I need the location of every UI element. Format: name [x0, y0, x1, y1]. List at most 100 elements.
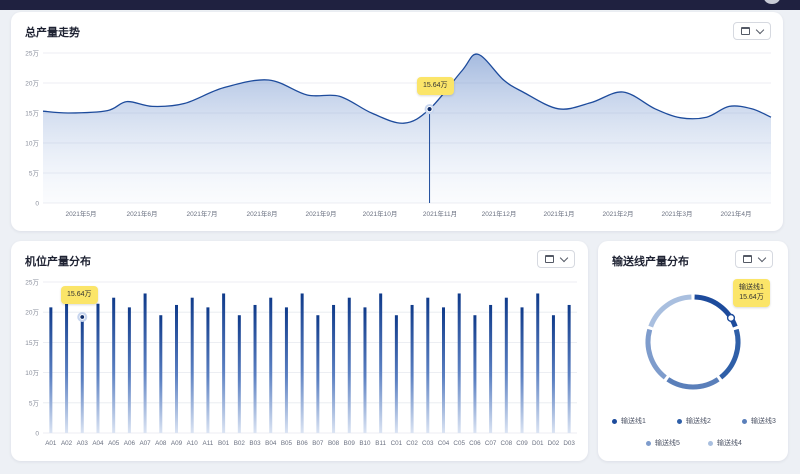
bar[interactable] [65, 301, 69, 433]
donut-slice[interactable] [719, 328, 741, 380]
y-tick-label: 5万 [29, 170, 40, 178]
bar[interactable] [551, 315, 555, 433]
bar[interactable] [49, 307, 53, 433]
bar[interactable] [284, 307, 288, 433]
bar[interactable] [394, 315, 398, 433]
bar[interactable] [473, 315, 477, 433]
legend-item[interactable]: 输送线2 [677, 416, 711, 426]
bar[interactable] [175, 304, 178, 433]
bar[interactable] [143, 293, 147, 433]
y-tick-label: 0 [35, 201, 39, 208]
legend-dot [708, 440, 713, 446]
line-tooltip: 输送线1 15.64万 [733, 279, 770, 307]
bar[interactable] [426, 297, 430, 433]
station-card-title: 机位产量分布 [25, 256, 91, 268]
x-tick-label: 2021年12月 [482, 209, 517, 218]
x-tick-label: A04 [92, 440, 104, 447]
x-tick-label: B07 [312, 440, 324, 447]
bar[interactable] [127, 307, 131, 433]
bar[interactable] [159, 315, 163, 433]
bar[interactable] [567, 304, 571, 433]
bar[interactable] [96, 303, 100, 433]
y-tick-label: 15万 [25, 110, 39, 118]
legend-item[interactable]: 输送线4 [708, 438, 742, 448]
station-date-picker[interactable] [537, 250, 575, 268]
bar-highlight-point[interactable] [79, 314, 86, 320]
bar[interactable] [300, 293, 304, 433]
x-tick-label: A09 [171, 440, 183, 447]
x-tick-label: 2021年5月 [65, 209, 96, 218]
x-tick-label: B03 [249, 440, 261, 447]
trend-card: 总产量走势 0 5万 10万 15万 20万 25万 2021年5月 2021年6月 2021年… [11, 12, 783, 231]
legend-item[interactable]: 输送线3 [742, 416, 776, 426]
x-tick-label: D03 [563, 440, 575, 447]
legend-dot [742, 418, 747, 424]
legend-label: 输送线4 [717, 440, 742, 447]
x-tick-label: C02 [406, 440, 418, 447]
y-tick-label: 20万 [25, 309, 39, 317]
bar[interactable] [332, 304, 336, 433]
x-tick-label: A03 [77, 440, 89, 447]
x-tick-label: 2021年1月 [543, 209, 574, 218]
line-date-picker[interactable] [735, 250, 773, 268]
donut-slice[interactable] [694, 294, 738, 328]
trend-highlight-point[interactable] [426, 106, 433, 113]
avatar[interactable] [764, 0, 780, 4]
legend-item[interactable]: 输送线1 [612, 416, 646, 426]
x-tick-label: 2021年2月 [602, 209, 633, 218]
y-tick-label: 25万 [25, 50, 39, 58]
x-tick-label: 2021年10月 [363, 209, 398, 218]
bar[interactable] [489, 304, 493, 433]
bar[interactable] [237, 315, 241, 433]
bar[interactable] [112, 297, 116, 433]
bar[interactable] [457, 293, 461, 433]
bar[interactable] [253, 304, 257, 433]
x-tick-label: B11 [375, 440, 386, 447]
donut-highlight-point[interactable] [726, 313, 736, 322]
x-tick-label: C01 [391, 440, 403, 447]
bar[interactable] [347, 297, 351, 433]
x-tick-label: C08 [501, 440, 513, 447]
y-tick-label: 10万 [25, 369, 39, 377]
calendar-icon [740, 27, 750, 35]
x-tick-label: D01 [532, 440, 544, 447]
bar[interactable] [222, 293, 226, 433]
legend-item[interactable]: 输送线5 [646, 438, 680, 448]
bar[interactable] [536, 293, 540, 433]
bar[interactable] [269, 297, 273, 433]
x-tick-label: 2021年3月 [661, 209, 692, 218]
legend-label: 输送线5 [655, 440, 680, 447]
line-tooltip-value: 15.64万 [739, 294, 764, 301]
legend-dot [646, 440, 651, 446]
station-chart: 0 5万 10万 15万 20万 25万 A01 A02 A03 A04 A05 A06 A07 A08 A… [25, 279, 577, 447]
x-tick-label: A11 [203, 440, 214, 447]
x-tick-label: A10 [187, 440, 199, 447]
bar[interactable] [80, 315, 84, 433]
donut-slice[interactable] [645, 328, 667, 380]
trend-card-title: 总产量走势 [25, 27, 80, 39]
bar[interactable] [520, 307, 524, 433]
y-tick-label: 10万 [25, 140, 39, 148]
donut-slice[interactable] [648, 294, 692, 328]
x-tick-label: 2021年11月 [423, 209, 457, 218]
bar[interactable] [316, 315, 320, 433]
x-tick-label: B06 [297, 440, 309, 447]
trend-chart: 0 5万 10万 15万 20万 25万 2021年5月 2021年6月 2021年7月 2021… [25, 50, 772, 218]
trend-tooltip: 15.64万 [417, 77, 454, 95]
x-tick-label: 2021年4月 [720, 209, 751, 218]
legend-label: 输送线2 [686, 418, 711, 425]
trend-date-picker[interactable] [733, 22, 771, 40]
bar[interactable] [442, 307, 445, 433]
bar[interactable] [363, 307, 367, 433]
bar[interactable] [504, 297, 508, 433]
x-tick-label: C04 [438, 440, 450, 447]
bar[interactable] [206, 307, 210, 433]
line-card-title: 输送线产量分布 [612, 256, 689, 268]
x-tick-label: C03 [422, 440, 434, 447]
x-tick-label: 2021年9月 [305, 209, 336, 218]
donut-slice[interactable] [666, 377, 720, 390]
bar[interactable] [410, 304, 414, 433]
bar[interactable] [190, 297, 194, 433]
x-tick-label: 2021年6月 [126, 209, 157, 218]
bar[interactable] [379, 293, 383, 433]
